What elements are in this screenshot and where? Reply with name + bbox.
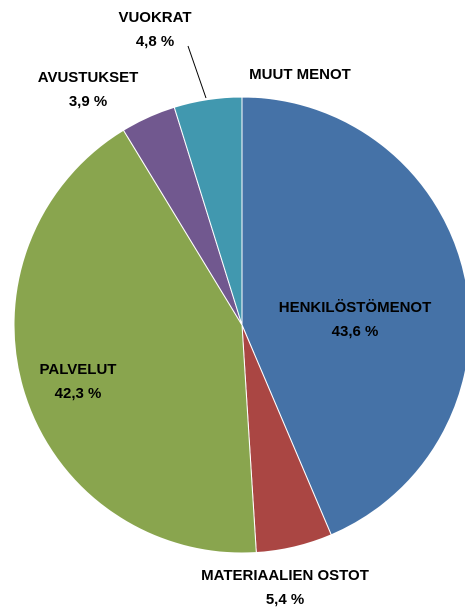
slice-value-label: 5,4 % (266, 591, 304, 608)
slice-label: HENKILÖSTÖMENOT (279, 299, 432, 316)
pie-slice (13, 129, 257, 554)
slice-label: MUUT MENOT (249, 66, 351, 83)
leader-line (187, 45, 207, 99)
slice-value-label: 4,8 % (136, 33, 174, 50)
slice-value-label: 42,3 % (55, 385, 102, 402)
slice-label: AVUSTUKSET (38, 69, 139, 86)
slice-value-label: 43,6 % (332, 323, 379, 340)
slice-label: MATERIAALIEN OSTOT (201, 567, 369, 584)
pie-slice (241, 96, 465, 536)
slice-value-label: 3,9 % (69, 93, 107, 110)
slice-label: PALVELUT (40, 361, 117, 378)
slice-label: VUOKRAT (118, 9, 191, 26)
